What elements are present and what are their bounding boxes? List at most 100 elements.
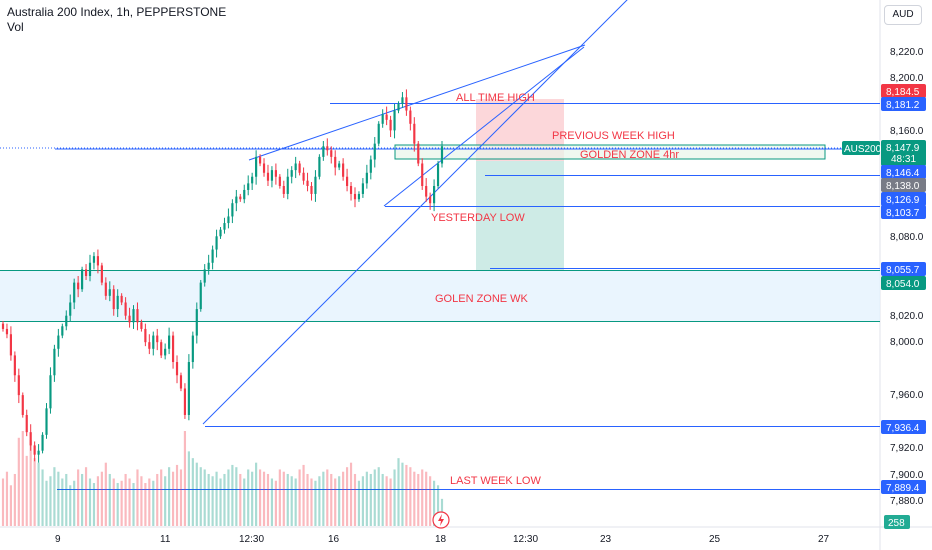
candle-body	[393, 110, 396, 131]
candle-body	[77, 282, 80, 290]
volume-bar	[227, 469, 230, 526]
volume-bar	[29, 440, 32, 526]
volume-bar	[96, 476, 100, 526]
candle-body	[45, 408, 48, 435]
candle-body	[144, 328, 147, 343]
golden-zone-wk-band	[0, 270, 880, 322]
time-tick: 12:30	[239, 534, 264, 545]
volume-bar	[223, 473, 226, 526]
volume-bar	[100, 471, 103, 526]
candle-body	[5, 328, 9, 335]
candle-body	[286, 176, 289, 194]
candle-body	[61, 326, 64, 336]
volume-bar	[179, 469, 183, 526]
candle-body	[37, 450, 40, 455]
candle-body	[322, 146, 325, 157]
candle-body	[92, 256, 96, 263]
candle-body	[179, 375, 183, 389]
volume-indicator-label: Vol	[7, 20, 24, 34]
candle-body	[389, 119, 392, 131]
volume-bar	[425, 471, 428, 526]
candle-body	[421, 163, 424, 186]
volume-bar	[405, 464, 408, 526]
volume-bar	[49, 476, 52, 526]
candle-body	[65, 315, 68, 327]
replay-icon[interactable]	[432, 511, 450, 529]
symbol-title: Australia 200 Index, 1h, PEPPERSTONE	[7, 5, 227, 19]
volume-bar	[77, 469, 80, 526]
volume-bar	[164, 476, 167, 526]
candle-body	[436, 163, 440, 186]
candle-body	[278, 176, 281, 186]
candle-body	[73, 282, 76, 303]
candle-body	[203, 269, 206, 283]
reward-zone	[476, 161, 564, 270]
volume-bar	[88, 478, 92, 526]
candle-body	[223, 223, 226, 230]
time-tick: 25	[709, 534, 721, 545]
volume-bar	[191, 458, 194, 526]
time-tick: 9	[55, 534, 61, 545]
volume-bar	[207, 473, 210, 526]
volume-bar	[421, 469, 424, 526]
price-badge: 8,184.5	[886, 87, 920, 98]
candle-body	[365, 172, 368, 184]
time-tick: 23	[600, 534, 612, 545]
price-badge-bg	[881, 192, 926, 206]
candle-body	[96, 256, 100, 266]
candle-body	[369, 159, 372, 173]
last-price-badge-bg	[881, 140, 926, 166]
volume-bar	[21, 431, 24, 526]
volume-bar	[345, 467, 349, 526]
volume-bar	[69, 485, 72, 526]
candle-body	[108, 289, 111, 296]
support-trendline	[383, 46, 585, 207]
candle-body	[251, 176, 254, 184]
price-badge-bg	[881, 420, 926, 434]
volume-bar	[409, 467, 412, 526]
time-tick: 12:30	[513, 534, 538, 545]
last-week-low-label: LAST WEEK LOW	[450, 475, 541, 487]
volume-bar	[381, 473, 384, 526]
volume-bar	[318, 476, 321, 526]
volume-bar	[349, 462, 353, 526]
candle-body	[124, 302, 127, 316]
currency-button[interactable]: AUD	[884, 5, 922, 25]
volume-bar	[258, 469, 262, 526]
volume-bar	[306, 473, 309, 526]
price-tick: 8,200.0	[890, 73, 924, 84]
candle-body	[409, 110, 412, 124]
golden-zone-4hr-label: GOLDEN ZONE 4hr	[580, 149, 679, 161]
candle-body	[168, 335, 171, 349]
volume-bar	[160, 469, 163, 526]
time-tick: 27	[818, 534, 830, 545]
candlesticks	[1, 89, 444, 463]
candle-body	[136, 309, 139, 323]
candle-body	[171, 335, 175, 363]
candle-body	[401, 97, 404, 104]
candle-body	[191, 335, 194, 363]
candle-body	[219, 229, 222, 237]
candle-body	[282, 186, 285, 194]
volume-bar	[61, 478, 64, 526]
volume-bar	[342, 471, 345, 526]
volume-bar	[369, 473, 372, 526]
volume-bar	[168, 467, 171, 526]
volume-bar	[278, 469, 281, 526]
volume-bar	[156, 473, 159, 526]
volume-bar	[25, 455, 28, 526]
ascending-trendline	[202, 0, 628, 425]
previous-week-high-label: PREVIOUS WEEK HIGH	[552, 130, 675, 142]
candle-body	[294, 163, 297, 171]
volume-bar	[57, 471, 60, 526]
price-tick: 7,880.0	[890, 496, 924, 507]
price-badges: 8,184.5 8,181.2 AUS200 8,147.9 48:31 8,1…	[842, 84, 926, 529]
price-tick: 8,160.0	[890, 126, 924, 137]
candle-body	[152, 335, 155, 349]
symbol-badge: AUS200	[844, 144, 882, 155]
volume-bar	[33, 458, 36, 526]
volume-bar	[183, 431, 187, 526]
volume-bar	[116, 483, 119, 526]
volume-bar	[270, 478, 274, 526]
